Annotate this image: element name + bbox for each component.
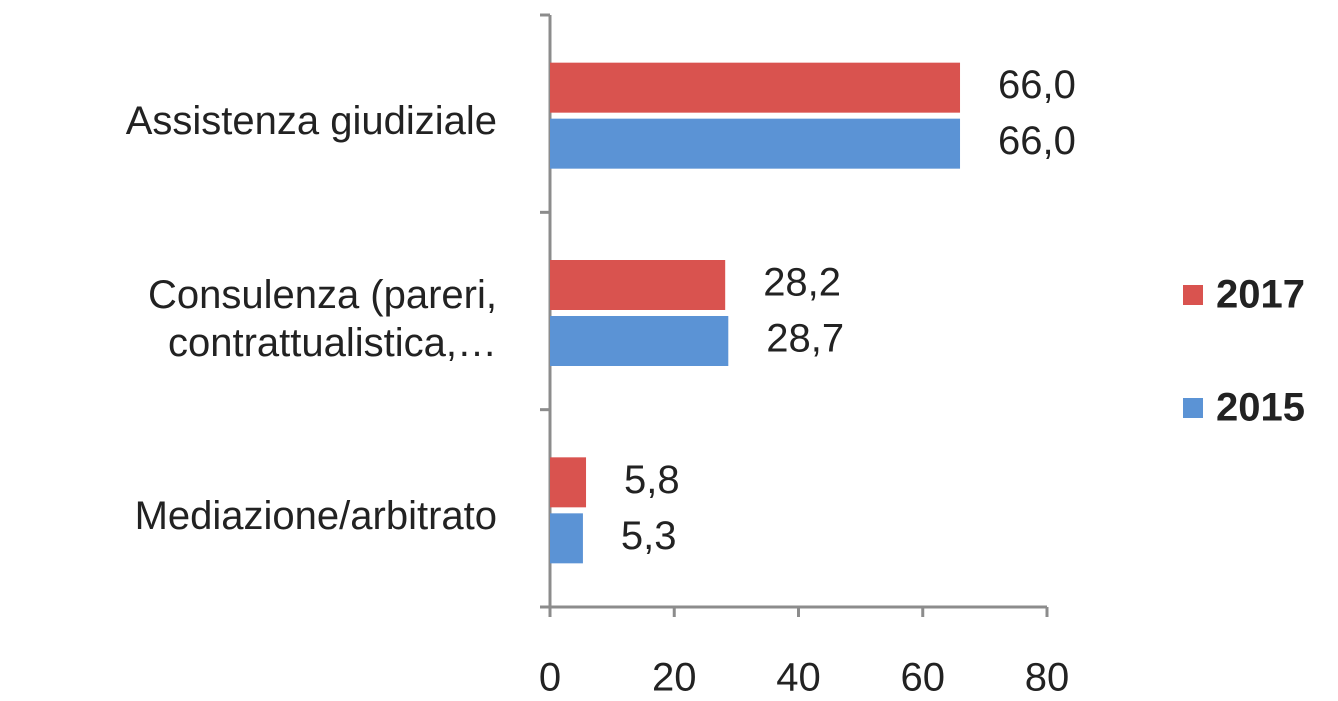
bar [550,260,726,310]
bar [550,62,961,113]
x-tick-label: 80 [1025,656,1070,700]
x-tick-label: 20 [652,656,697,700]
category-label: Mediazione/arbitrato [135,494,497,538]
legend-swatch [1183,285,1203,305]
legend-text: 2017 [1216,273,1305,317]
x-tick-label: 40 [776,656,821,700]
bar [550,316,729,366]
value-label: 66,0 [998,63,1076,107]
category-label: Assistenza giudiziale [126,99,497,143]
bar [550,457,587,508]
x-tick-label: 60 [901,656,946,700]
value-label: 28,2 [763,261,841,305]
bar [550,513,583,564]
x-tick-label: 0 [539,656,561,700]
category-label: Consulenza (pareri, contrattualistica,… [148,273,497,365]
value-label: 28,7 [766,317,844,361]
legend-swatch [1183,398,1203,418]
value-label: 5,8 [624,458,680,502]
value-label: 5,3 [621,514,677,558]
value-label: 66,0 [998,119,1076,163]
bar [550,118,961,169]
legend-text: 2015 [1216,386,1305,430]
